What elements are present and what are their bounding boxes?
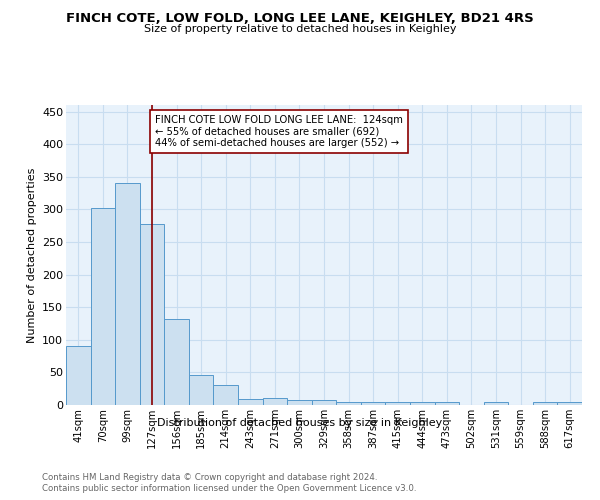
Bar — [410, 402, 434, 405]
Bar — [140, 224, 164, 405]
Bar — [385, 402, 410, 405]
Text: FINCH COTE, LOW FOLD, LONG LEE LANE, KEIGHLEY, BD21 4RS: FINCH COTE, LOW FOLD, LONG LEE LANE, KEI… — [66, 12, 534, 26]
Bar — [533, 402, 557, 405]
Bar — [312, 400, 336, 405]
Text: Contains public sector information licensed under the Open Government Licence v3: Contains public sector information licen… — [42, 484, 416, 493]
Bar — [434, 402, 459, 405]
Y-axis label: Number of detached properties: Number of detached properties — [26, 168, 37, 342]
Text: Distribution of detached houses by size in Keighley: Distribution of detached houses by size … — [157, 418, 443, 428]
Bar — [557, 402, 582, 405]
Bar — [484, 402, 508, 405]
Bar — [263, 398, 287, 405]
Bar — [361, 402, 385, 405]
Text: Contains HM Land Registry data © Crown copyright and database right 2024.: Contains HM Land Registry data © Crown c… — [42, 472, 377, 482]
Text: Size of property relative to detached houses in Keighley: Size of property relative to detached ho… — [144, 24, 456, 34]
Bar — [91, 208, 115, 405]
Text: FINCH COTE LOW FOLD LONG LEE LANE:  124sqm
← 55% of detached houses are smaller : FINCH COTE LOW FOLD LONG LEE LANE: 124sq… — [155, 115, 403, 148]
Bar — [115, 184, 140, 405]
Bar — [238, 399, 263, 405]
Bar — [189, 375, 214, 405]
Bar — [214, 385, 238, 405]
Bar — [336, 402, 361, 405]
Bar — [164, 319, 189, 405]
Bar — [66, 346, 91, 405]
Bar — [287, 400, 312, 405]
